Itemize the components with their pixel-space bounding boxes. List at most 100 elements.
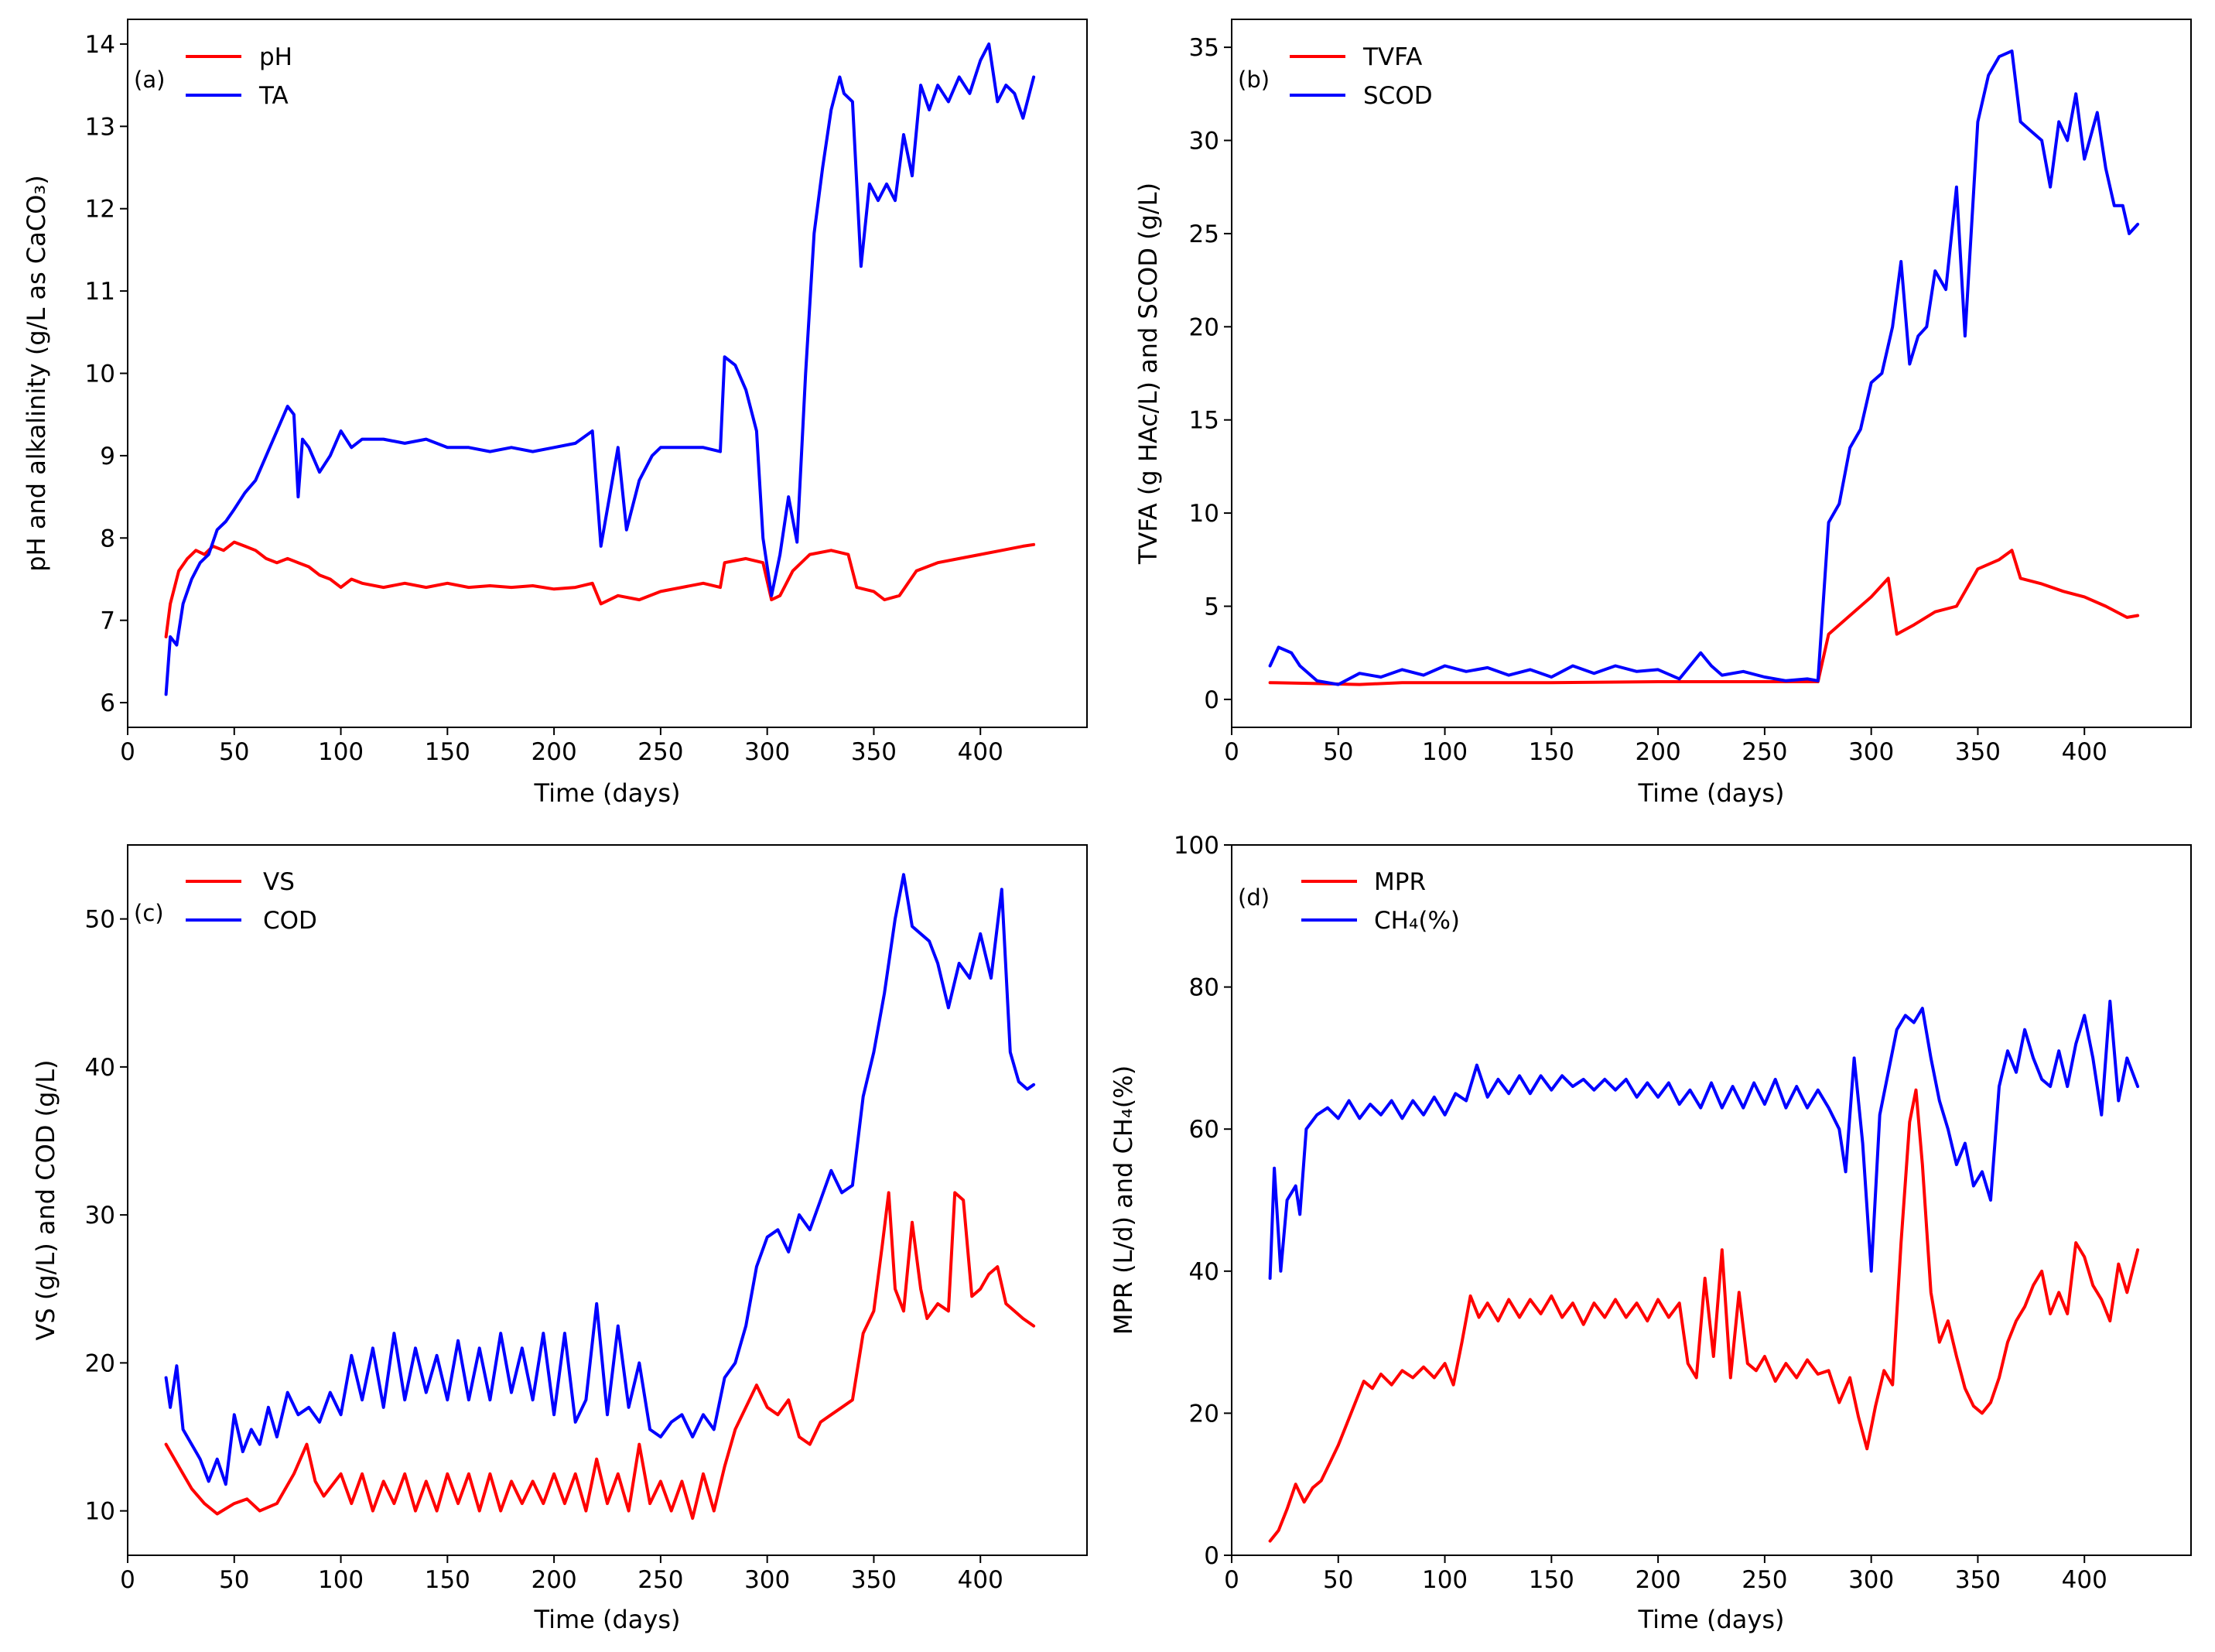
y-tick-label: 60 bbox=[1189, 1116, 1219, 1144]
chart-panel-b: Time (days) TVFA (g HAc/L) and SCOD (g/L… bbox=[1133, 19, 2192, 808]
y-tick-label: 5 bbox=[1204, 593, 1219, 621]
x-tick-label: 0 bbox=[1224, 1566, 1239, 1594]
xlabel: Time (days) bbox=[534, 1605, 681, 1634]
y-tick-label: 10 bbox=[85, 361, 115, 388]
y-tick-label: 100 bbox=[1174, 832, 1219, 860]
x-tick-label: 100 bbox=[1422, 738, 1468, 766]
x-tick-label: 300 bbox=[744, 738, 790, 766]
x-tick-label: 250 bbox=[1742, 1566, 1787, 1594]
x-tick-label: 300 bbox=[1848, 738, 1894, 766]
x-tick-label: 400 bbox=[2062, 738, 2107, 766]
panel-label: (b) bbox=[1238, 67, 1270, 93]
y-tick-label: 40 bbox=[85, 1054, 115, 1082]
panel-label: (d) bbox=[1238, 884, 1270, 911]
y-tick-label: 12 bbox=[85, 196, 115, 224]
x-tick-label: 400 bbox=[958, 738, 1003, 766]
x-tick-label: 100 bbox=[318, 1566, 364, 1594]
legend-label-ph: pH bbox=[259, 43, 292, 71]
x-tick-label: 400 bbox=[958, 1566, 1003, 1594]
x-tick-label: 350 bbox=[851, 738, 897, 766]
legend-label-scod: SCOD bbox=[1363, 82, 1433, 110]
series-line-scod bbox=[1268, 49, 2140, 686]
series-line-cod bbox=[164, 873, 1036, 1486]
xlabel: Time (days) bbox=[1638, 1605, 1785, 1634]
x-tick-label: 150 bbox=[425, 738, 470, 766]
series-line-ch bbox=[1268, 1000, 2140, 1280]
y-tick-label: 15 bbox=[1189, 407, 1219, 435]
series-line-vs bbox=[164, 1191, 1036, 1520]
legend: MPR CH₄(%) bbox=[1301, 868, 1460, 935]
x-tick-label: 300 bbox=[1848, 1566, 1894, 1594]
legend-label-ta: TA bbox=[258, 82, 289, 110]
x-tick-label: 100 bbox=[1422, 1566, 1468, 1594]
y-tick-label: 30 bbox=[85, 1202, 115, 1230]
series-line-ta bbox=[164, 42, 1036, 696]
plot-frame bbox=[1231, 19, 2192, 728]
x-tick-label: 300 bbox=[744, 1566, 790, 1594]
ylabel: pH and alkalinity (g/L as CaCO₃) bbox=[22, 175, 51, 571]
y-tick-label: 0 bbox=[1204, 686, 1219, 714]
legend: TVFA SCOD bbox=[1290, 43, 1433, 110]
x-tick-label: 150 bbox=[1529, 738, 1574, 766]
ylabel: MPR (L/d) and CH₄(%) bbox=[1109, 1065, 1138, 1335]
x-tick-label: 150 bbox=[425, 1566, 470, 1594]
y-tick-label: 20 bbox=[1189, 1400, 1219, 1428]
ylabel: TVFA (g HAc/L) and SCOD (g/L) bbox=[1133, 183, 1163, 565]
x-tick-label: 400 bbox=[2062, 1566, 2107, 1594]
x-tick-label: 200 bbox=[1636, 1566, 1681, 1594]
y-tick-label: 40 bbox=[1189, 1258, 1219, 1286]
chart-panel-c: Time (days) VS (g/L) and COD (g/L) (c) V… bbox=[31, 844, 1088, 1634]
x-tick-label: 50 bbox=[1323, 738, 1353, 766]
y-tick-label: 13 bbox=[85, 113, 115, 141]
y-tick-label: 30 bbox=[1189, 128, 1219, 156]
y-tick-label: 20 bbox=[1189, 313, 1219, 341]
y-tick-label: 9 bbox=[100, 443, 115, 470]
y-tick-label: 20 bbox=[85, 1349, 115, 1377]
legend-label-tvfa: TVFA bbox=[1362, 43, 1422, 71]
y-tick-label: 8 bbox=[100, 525, 115, 552]
y-tick-label: 25 bbox=[1189, 221, 1219, 248]
series-line-mpr bbox=[1268, 1088, 2140, 1543]
xlabel: Time (days) bbox=[1638, 778, 1785, 808]
series-line-ph bbox=[164, 540, 1036, 638]
ylabel: VS (g/L) and COD (g/L) bbox=[31, 1059, 60, 1340]
x-tick-label: 200 bbox=[532, 738, 577, 766]
plot-frame bbox=[127, 844, 1088, 1556]
x-tick-label: 350 bbox=[1955, 738, 2001, 766]
plot-frame bbox=[1231, 844, 2192, 1556]
x-tick-label: 50 bbox=[219, 1566, 249, 1594]
x-tick-label: 250 bbox=[637, 1566, 683, 1594]
y-tick-label: 35 bbox=[1189, 34, 1219, 62]
y-tick-label: 50 bbox=[85, 906, 115, 934]
x-tick-label: 0 bbox=[1224, 738, 1239, 766]
x-tick-label: 150 bbox=[1529, 1566, 1574, 1594]
x-tick-label: 350 bbox=[1955, 1566, 2001, 1594]
plot-frame bbox=[127, 19, 1088, 728]
legend: VS COD bbox=[186, 868, 317, 935]
panel-label: (c) bbox=[134, 900, 164, 926]
y-tick-label: 10 bbox=[85, 1498, 115, 1526]
y-tick-label: 11 bbox=[85, 278, 115, 306]
legend: pH TA bbox=[186, 43, 292, 110]
chart-panel-d: Time (days) MPR (L/d) and CH₄(%) (d) MPR… bbox=[1109, 832, 2192, 1634]
x-tick-label: 250 bbox=[1742, 738, 1787, 766]
y-tick-label: 6 bbox=[100, 689, 115, 717]
x-tick-label: 50 bbox=[219, 738, 249, 766]
x-tick-label: 200 bbox=[532, 1566, 577, 1594]
y-tick-label: 10 bbox=[1189, 500, 1219, 528]
y-tick-label: 80 bbox=[1189, 974, 1219, 1002]
y-tick-label: 0 bbox=[1204, 1542, 1219, 1570]
panel-label: (a) bbox=[134, 67, 165, 93]
x-tick-label: 200 bbox=[1636, 738, 1681, 766]
x-tick-label: 250 bbox=[637, 738, 683, 766]
legend-label-cod: COD bbox=[263, 907, 317, 935]
chart-panel-a: Time (days) pH and alkalinity (g/L as Ca… bbox=[22, 19, 1088, 808]
xlabel: Time (days) bbox=[534, 778, 681, 808]
series-line-tvfa bbox=[1268, 549, 2140, 686]
x-tick-label: 350 bbox=[851, 1566, 897, 1594]
x-tick-label: 0 bbox=[120, 1566, 135, 1594]
x-tick-label: 100 bbox=[318, 738, 364, 766]
legend-label-mpr: MPR bbox=[1374, 868, 1426, 896]
legend-label-ch4: CH₄(%) bbox=[1374, 907, 1460, 935]
